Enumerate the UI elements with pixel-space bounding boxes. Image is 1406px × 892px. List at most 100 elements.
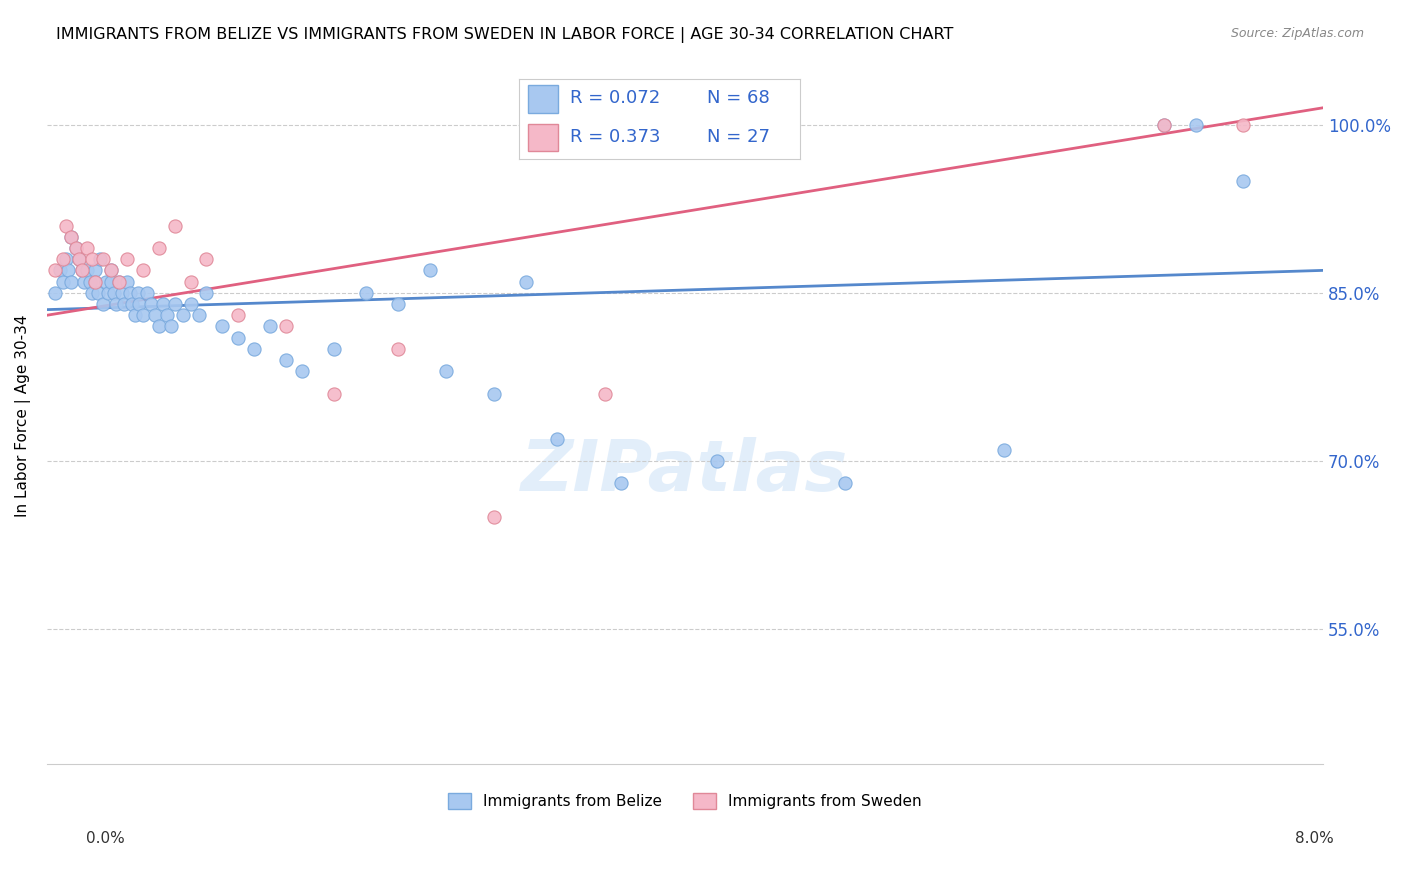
Point — [55, 252, 77, 267]
Point — [276, 353, 298, 368]
Point — [107, 275, 129, 289]
Point — [180, 297, 202, 311]
Point — [387, 342, 409, 356]
Point — [67, 252, 90, 267]
Point — [124, 308, 146, 322]
Point — [228, 308, 250, 322]
Point — [187, 308, 209, 322]
Point — [546, 432, 568, 446]
Point — [291, 364, 314, 378]
Point — [65, 241, 87, 255]
Point — [83, 275, 105, 289]
Point — [94, 275, 117, 289]
Point — [59, 275, 82, 289]
Text: Source: ZipAtlas.com: Source: ZipAtlas.com — [1230, 27, 1364, 40]
Point — [131, 308, 153, 322]
Text: 0.0%: 0.0% — [86, 831, 125, 846]
Point — [118, 285, 141, 300]
Point — [80, 285, 103, 300]
Point — [387, 297, 409, 311]
Point — [100, 263, 122, 277]
Point — [115, 252, 138, 267]
Text: 8.0%: 8.0% — [1295, 831, 1334, 846]
Point — [276, 319, 298, 334]
Point — [172, 308, 194, 322]
Point — [100, 263, 122, 277]
Point — [59, 229, 82, 244]
Point — [70, 263, 93, 277]
Point — [44, 263, 66, 277]
Point — [91, 252, 114, 267]
Point — [834, 476, 856, 491]
Point — [145, 308, 167, 322]
Point — [1232, 174, 1254, 188]
Point — [148, 241, 170, 255]
Point — [1153, 118, 1175, 132]
Point — [195, 252, 218, 267]
Point — [354, 285, 377, 300]
Point — [97, 285, 120, 300]
Point — [259, 319, 281, 334]
Point — [131, 263, 153, 277]
Point — [56, 263, 79, 277]
Point — [80, 252, 103, 267]
Point — [79, 275, 101, 289]
Point — [1232, 118, 1254, 132]
Point — [76, 241, 98, 255]
Point — [482, 510, 505, 524]
Point — [211, 319, 233, 334]
Point — [993, 442, 1015, 457]
Point — [103, 285, 125, 300]
Point — [128, 297, 150, 311]
Point — [180, 275, 202, 289]
Point — [163, 219, 186, 233]
Point — [195, 285, 218, 300]
Point — [706, 454, 728, 468]
Point — [59, 229, 82, 244]
Point — [112, 297, 135, 311]
Point — [83, 275, 105, 289]
Point — [482, 386, 505, 401]
Point — [83, 263, 105, 277]
Point — [52, 275, 75, 289]
Point — [163, 297, 186, 311]
Point — [48, 263, 70, 277]
Point — [100, 275, 122, 289]
Point — [323, 342, 346, 356]
Point — [87, 285, 110, 300]
Point — [160, 319, 183, 334]
Text: ZIPatlas: ZIPatlas — [522, 437, 849, 507]
Point — [1184, 118, 1206, 132]
Point — [73, 275, 96, 289]
Point — [515, 275, 537, 289]
Point — [67, 252, 90, 267]
Point — [136, 285, 159, 300]
Point — [76, 263, 98, 277]
Legend: Immigrants from Belize, Immigrants from Sweden: Immigrants from Belize, Immigrants from … — [443, 787, 928, 815]
Point — [323, 386, 346, 401]
Point — [1153, 118, 1175, 132]
Point — [610, 476, 633, 491]
Point — [156, 308, 179, 322]
Point — [243, 342, 266, 356]
Point — [111, 285, 134, 300]
Point — [228, 331, 250, 345]
Point — [104, 297, 127, 311]
Point — [65, 241, 87, 255]
Point — [139, 297, 162, 311]
Point — [419, 263, 441, 277]
Point — [55, 219, 77, 233]
Point — [152, 297, 174, 311]
Point — [52, 252, 75, 267]
Y-axis label: In Labor Force | Age 30-34: In Labor Force | Age 30-34 — [15, 315, 31, 517]
Point — [107, 275, 129, 289]
Point — [70, 263, 93, 277]
Point — [127, 285, 149, 300]
Point — [91, 297, 114, 311]
Text: IMMIGRANTS FROM BELIZE VS IMMIGRANTS FROM SWEDEN IN LABOR FORCE | AGE 30-34 CORR: IMMIGRANTS FROM BELIZE VS IMMIGRANTS FRO… — [56, 27, 953, 43]
Point — [434, 364, 457, 378]
Point — [44, 285, 66, 300]
Point — [595, 386, 617, 401]
Point — [89, 252, 111, 267]
Point — [121, 297, 143, 311]
